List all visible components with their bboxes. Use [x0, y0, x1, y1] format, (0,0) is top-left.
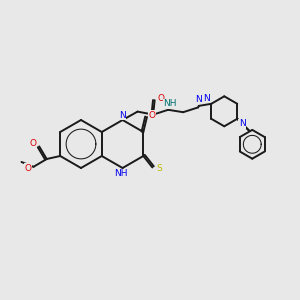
Text: N: N: [239, 119, 245, 128]
Text: O: O: [25, 164, 32, 173]
Text: NH: NH: [163, 99, 177, 108]
Text: O: O: [157, 94, 164, 103]
Text: S: S: [156, 164, 162, 173]
Text: N: N: [119, 111, 126, 120]
Text: O: O: [30, 140, 37, 148]
Text: N: N: [195, 95, 202, 104]
Text: NH: NH: [114, 169, 128, 178]
Text: O: O: [149, 111, 156, 120]
Text: N: N: [203, 94, 210, 103]
